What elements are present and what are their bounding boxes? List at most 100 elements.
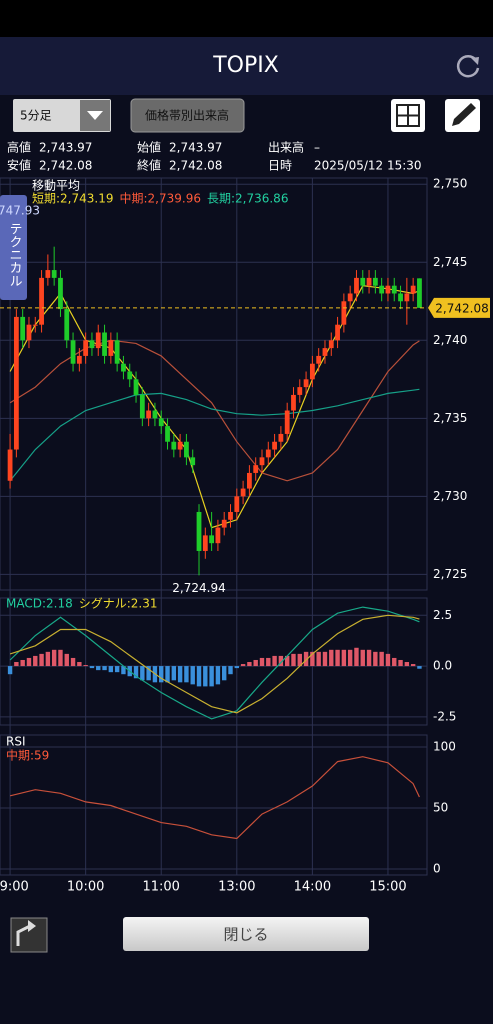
period-dropdown[interactable]: 5分足 (13, 99, 111, 132)
macd-histogram-bar (20, 659, 25, 667)
macd-histogram-bar (108, 666, 114, 673)
candle-body (26, 324, 32, 341)
x-tick-label: 13:00 (218, 880, 255, 895)
panel (0, 734, 428, 876)
macd-histogram-bar (114, 666, 120, 673)
candle-body (13, 316, 19, 450)
candle-body (391, 285, 397, 294)
y-tick-label: 2,750 (433, 177, 467, 191)
macd-histogram-bar (253, 659, 258, 667)
y-tick-label: -2.5 (433, 709, 456, 723)
macd-histogram-bar (196, 666, 202, 687)
macd-histogram-bar (247, 662, 252, 667)
candle-body (146, 410, 152, 419)
macd-histogram-bar (121, 666, 126, 675)
macd-histogram-bar (417, 666, 422, 669)
macd-histogram-bar (234, 666, 240, 669)
candle-body (190, 457, 196, 466)
panel (0, 177, 428, 591)
x-tick-label: 09:00 (0, 880, 29, 895)
indicator-line (9, 614, 420, 714)
macd-histogram-bar (373, 651, 378, 667)
y-tick-label: 2,740 (433, 333, 467, 347)
macd-histogram-bar (96, 666, 101, 671)
candle-body (32, 324, 38, 326)
last-price-label: 2,742.08 (435, 301, 488, 315)
side-tab[interactable]: テクニカル 747.93 (0, 195, 40, 300)
info-label: 安値 (7, 158, 31, 173)
back-icon[interactable] (10, 917, 48, 953)
macd-histogram-bar (7, 666, 13, 675)
y-tick-label: 50 (433, 800, 448, 814)
low-marker-label: 2,724.94 (172, 581, 225, 595)
candle-body (335, 324, 340, 341)
candle-body (114, 340, 120, 364)
refresh-button[interactable] (456, 55, 480, 78)
info-panel: 高値 2,743.97 始値 2,743.97 出来高 – 安値 2,742.08 終値 2,74… (7, 140, 422, 173)
indicator-line (9, 339, 420, 482)
candle-body (354, 277, 359, 294)
macd-histogram-bar (209, 666, 214, 687)
x-tick-label: 14:00 (294, 880, 331, 895)
y-tick-label: 2,745 (433, 255, 467, 269)
macd-histogram-bar (89, 666, 95, 669)
macd-histogram-bar (146, 666, 151, 681)
macd-histogram-bar (404, 662, 410, 667)
header (0, 37, 493, 95)
candle-body (171, 441, 177, 450)
candle-body (221, 519, 227, 528)
volume-profile-button[interactable]: 価格帯別出来高 (130, 98, 245, 133)
macd-histogram-bar (102, 666, 107, 671)
info-value: 2,743.97 (169, 141, 222, 155)
legend-entry: 中期:2,739.96 (119, 191, 200, 206)
candle-body (76, 355, 82, 364)
candle-body (209, 535, 215, 544)
y-tick-label: 0.0 (433, 659, 452, 673)
macd-histogram-bar (385, 653, 391, 667)
volume-profile-label: 価格帯別出来高 (145, 108, 229, 123)
side-tab-label: テクニカル (7, 222, 22, 287)
macd-histogram-bar (58, 649, 63, 667)
macd-histogram-bar (291, 653, 296, 667)
macd-histogram-bar (366, 649, 372, 667)
header-title: TOPIX (212, 53, 279, 78)
macd-histogram-bar (222, 666, 227, 681)
candle-body (410, 285, 416, 294)
legend-entry: シグナル:2.31 (79, 597, 158, 611)
macd-histogram-bar (33, 655, 38, 667)
candle-body (322, 348, 328, 356)
legend-entry: 短期:2,743.19 (32, 192, 113, 206)
candle-body (272, 441, 277, 450)
side-tab-value: 747.93 (0, 204, 40, 218)
panel (0, 597, 428, 726)
candle-body (385, 285, 391, 294)
candle-body (127, 371, 133, 380)
candle-body (51, 270, 57, 278)
candle-body (328, 340, 334, 349)
macd-histogram-bar (259, 657, 265, 667)
layout-button[interactable] (391, 99, 425, 132)
macd-histogram-bar (316, 651, 321, 667)
candle-body (133, 379, 139, 395)
candle-body (215, 527, 221, 544)
candle-body (341, 301, 347, 325)
macd-histogram-bar (335, 649, 340, 667)
candle-body (379, 285, 385, 294)
macd-histogram-bar (159, 666, 164, 683)
candle-body (58, 277, 63, 310)
candle-body (165, 426, 170, 442)
macd-histogram-bar (70, 657, 76, 667)
macd-histogram-bar (284, 655, 290, 667)
candle-body (158, 418, 164, 427)
draw-button[interactable] (445, 99, 480, 132)
candle-body (102, 332, 107, 356)
macd-histogram-bar (184, 666, 189, 683)
candle-body (177, 441, 183, 450)
macd-histogram-bar (51, 649, 57, 667)
x-tick-label: 10:00 (67, 880, 104, 895)
close-button[interactable]: 閉じる (123, 917, 369, 951)
indicator-line (9, 756, 420, 840)
candle-body (139, 394, 145, 419)
candle-body (83, 340, 89, 356)
